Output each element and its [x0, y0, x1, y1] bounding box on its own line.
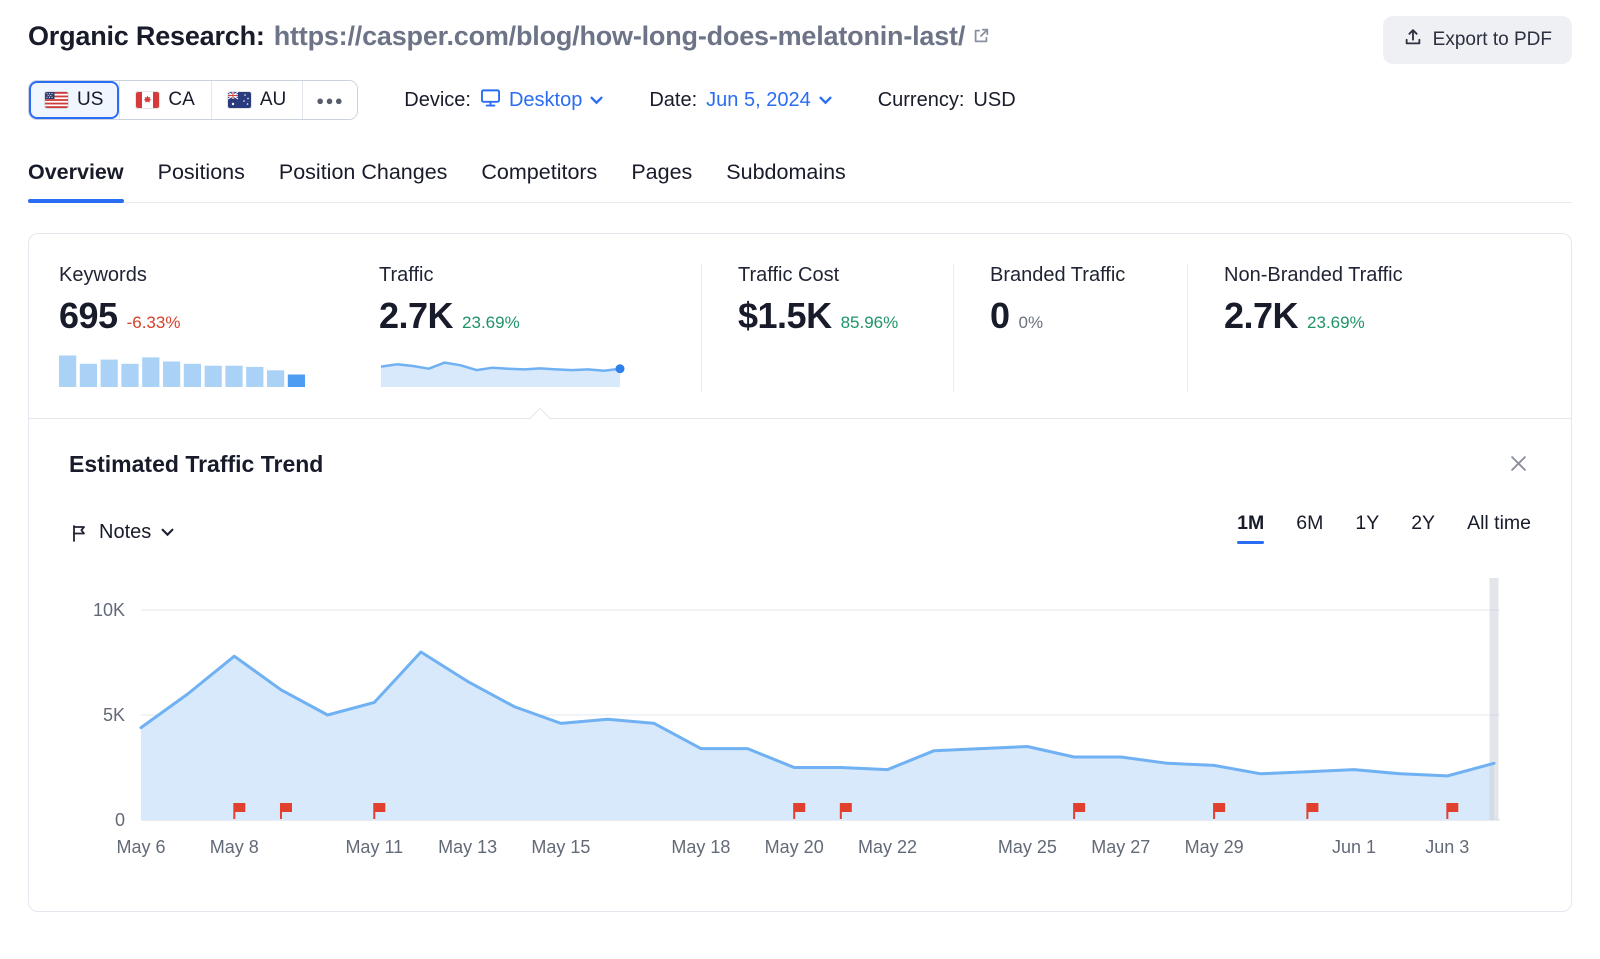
filters-bar: US CA AU ●●● Device:	[28, 80, 1572, 120]
device-selector[interactable]: Desktop	[480, 88, 603, 113]
tab-position-changes[interactable]: Position Changes	[278, 160, 448, 184]
metric-value: $1.5K	[738, 295, 832, 336]
chevron-down-icon	[590, 96, 603, 105]
tab-overview[interactable]: Overview	[28, 160, 124, 203]
metric-label: Traffic Cost	[738, 264, 840, 286]
date-value: Jun 5, 2024	[706, 88, 811, 111]
svg-text:May 11: May 11	[345, 837, 403, 857]
date-label: Date:	[649, 88, 698, 111]
tab-positions[interactable]: Positions	[157, 160, 245, 184]
export-pdf-label: Export to PDF	[1432, 29, 1552, 50]
close-trend-button[interactable]	[1506, 451, 1531, 476]
analyzed-url: https://casper.com/blog/how-long-does-me…	[273, 21, 966, 51]
organic-research-page: Organic Research: https://casper.com/blog…	[28, 16, 1572, 912]
ca-flag-icon	[136, 92, 160, 108]
metric-traffic[interactable]: Traffic 2.7K 23.69%	[379, 264, 701, 392]
svg-text:0: 0	[115, 810, 125, 830]
external-link-icon[interactable]	[972, 21, 990, 52]
device-label: Device:	[404, 88, 471, 111]
country-label-ca: CA	[168, 89, 195, 110]
chevron-down-icon	[819, 96, 832, 105]
date-control: Date: Jun 5, 2024	[649, 88, 832, 112]
au-flag-icon	[227, 92, 251, 108]
tab-subdomains[interactable]: Subdomains	[726, 160, 846, 184]
svg-text:May 15: May 15	[531, 837, 590, 857]
chevron-down-icon	[161, 528, 174, 537]
metric-delta: 23.69%	[462, 313, 520, 332]
metric-label: Non-Branded Traffic	[1224, 264, 1403, 286]
device-value: Desktop	[508, 88, 583, 111]
report-tabs: Overview Positions Position Changes Comp…	[28, 160, 1572, 203]
country-tab-ca[interactable]: CA	[119, 81, 211, 119]
more-countries-label: ●●●	[316, 92, 345, 108]
date-range-selector: 1M 6M 1Y 2Y All time	[1237, 512, 1531, 544]
svg-text:5K: 5K	[103, 705, 125, 725]
country-label-us: US	[77, 89, 104, 110]
metric-non-branded-traffic[interactable]: Non-Branded Traffic 2.7K 23.69%	[1187, 264, 1571, 392]
metric-delta: -6.33%	[126, 313, 181, 332]
date-selector[interactable]: Jun 5, 2024	[706, 89, 832, 112]
keywords-sparkline-chart	[59, 355, 305, 387]
traffic-trend-chart[interactable]: 0 5K 10K May 6 May 8 May 11 May 13 May 15 May 18…	[69, 570, 1533, 880]
overview-card: Keywords 695 -6.33% Traffic 2.7K 23.69% …	[28, 233, 1572, 912]
metric-value: 0	[990, 295, 1010, 336]
metric-traffic-cost[interactable]: Traffic Cost $1.5K 85.96%	[701, 264, 953, 392]
range-1y[interactable]: 1Y	[1355, 512, 1380, 534]
range-all-time[interactable]: All time	[1467, 512, 1531, 534]
svg-text:May 27: May 27	[1091, 837, 1150, 857]
note-flag-icon	[69, 523, 89, 543]
svg-text:May 22: May 22	[858, 837, 917, 857]
metric-value: 2.7K	[379, 295, 454, 336]
notes-dropdown[interactable]: Notes	[69, 521, 174, 544]
export-pdf-button[interactable]: Export to PDF	[1382, 16, 1572, 64]
traffic-trend-chart-area: 0 5K 10K May 6 May 8 May 11 May 13 May 15 May 18…	[69, 570, 1531, 885]
tab-pages[interactable]: Pages	[631, 160, 693, 184]
trend-title: Estimated Traffic Trend	[69, 451, 324, 477]
svg-text:May 25: May 25	[998, 837, 1057, 857]
svg-text:May 8: May 8	[210, 837, 259, 857]
us-flag-icon	[45, 92, 68, 108]
currency-value: USD	[973, 88, 1016, 111]
svg-text:May 20: May 20	[765, 837, 824, 857]
range-2y[interactable]: 2Y	[1411, 512, 1436, 534]
metric-value: 2.7K	[1224, 295, 1299, 336]
currency-label: Currency:	[877, 88, 965, 111]
metric-branded-traffic[interactable]: Branded Traffic 0 0%	[953, 264, 1187, 392]
country-tab-us[interactable]: US	[29, 81, 120, 119]
export-icon	[1403, 27, 1423, 53]
svg-text:May 29: May 29	[1185, 837, 1244, 857]
metric-value: 695	[59, 295, 118, 336]
metric-keywords[interactable]: Keywords 695 -6.33%	[29, 264, 379, 392]
page-title: Organic Research: https://casper.com/blog…	[28, 16, 990, 52]
notes-label: Notes	[99, 521, 152, 543]
range-6m[interactable]: 6M	[1296, 512, 1324, 534]
metric-label: Traffic	[379, 264, 434, 286]
page-header: Organic Research: https://casper.com/blog…	[28, 16, 1572, 64]
country-label-au: AU	[259, 89, 287, 110]
metric-delta: 0%	[1018, 313, 1044, 332]
country-tab-au[interactable]: AU	[210, 81, 303, 119]
metric-label: Keywords	[59, 264, 147, 286]
metric-delta: 23.69%	[1307, 313, 1365, 332]
svg-text:May 18: May 18	[671, 837, 730, 857]
device-control: Device: Desktop	[404, 88, 603, 113]
country-selector: US CA AU ●●●	[28, 80, 359, 120]
svg-text:Jun 3: Jun 3	[1425, 837, 1469, 857]
estimated-traffic-trend-section: Estimated Traffic Trend Notes	[29, 419, 1571, 911]
metric-delta: 85.96%	[840, 313, 899, 332]
svg-text:May 6: May 6	[116, 837, 165, 857]
currency-control: Currency: USD	[878, 89, 1016, 112]
desktop-icon	[480, 88, 501, 113]
page-title-prefix: Organic Research:	[28, 21, 265, 51]
tab-competitors[interactable]: Competitors	[481, 160, 598, 184]
metrics-row: Keywords 695 -6.33% Traffic 2.7K 23.69% …	[29, 234, 1571, 431]
more-countries-button[interactable]: ●●●	[302, 81, 358, 119]
traffic-sparkline-chart	[380, 361, 625, 387]
svg-text:May 13: May 13	[438, 837, 497, 857]
svg-text:10K: 10K	[93, 600, 125, 620]
svg-text:Jun 1: Jun 1	[1332, 837, 1376, 857]
close-icon	[1510, 455, 1527, 472]
range-1m[interactable]: 1M	[1237, 512, 1265, 544]
metric-label: Branded Traffic	[990, 264, 1126, 286]
